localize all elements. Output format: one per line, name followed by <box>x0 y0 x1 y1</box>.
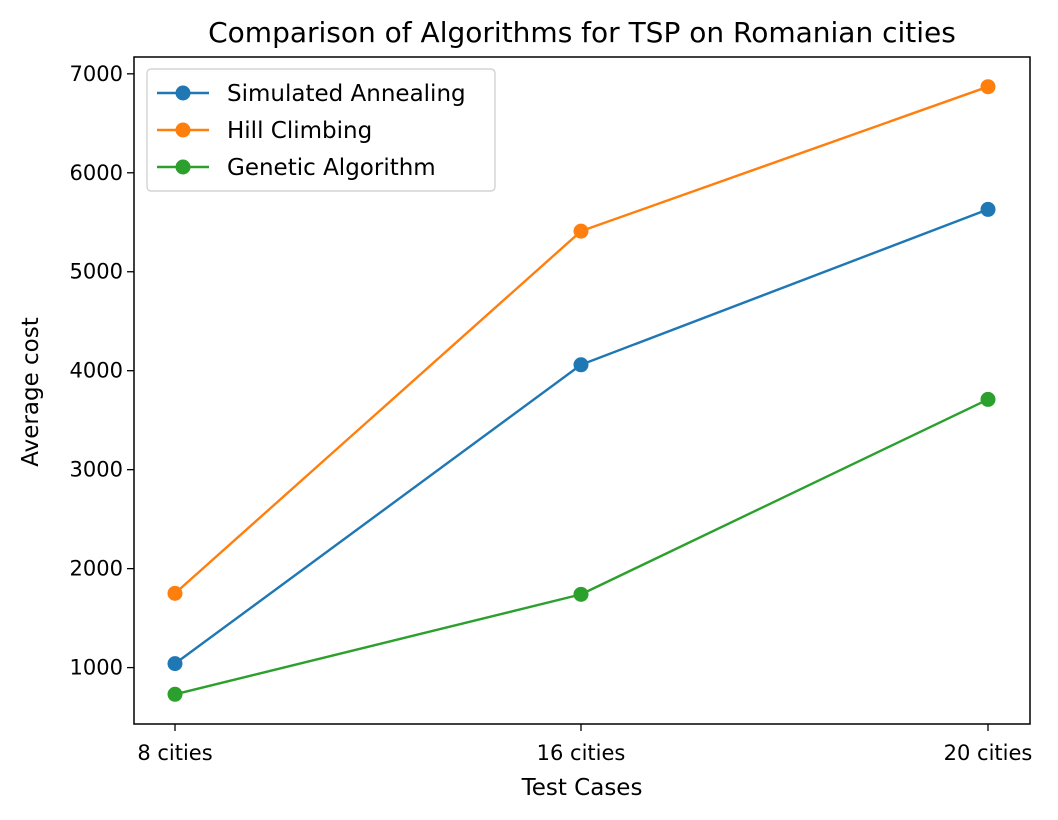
x-axis: 8 cities 16 cities 20 cities <box>137 724 1032 765</box>
data-point-hill-climbing <box>980 79 996 95</box>
legend-label-simulated-annealing: Simulated Annealing <box>227 81 466 107</box>
y-tick-label: 4000 <box>70 359 123 383</box>
legend-label-hill-climbing: Hill Climbing <box>227 118 372 144</box>
plot-frame <box>133 56 1031 725</box>
series-layer <box>167 79 996 702</box>
plot-area <box>133 56 1031 725</box>
legend-marker-genetic-algorithm <box>175 159 191 175</box>
data-point-simulated-annealing <box>167 656 183 672</box>
x-tick-label: 8 cities <box>137 741 212 765</box>
legend-label-genetic-algorithm: Genetic Algorithm <box>227 155 436 181</box>
data-point-genetic-algorithm <box>573 586 589 602</box>
y-axis-label: Average cost <box>18 317 44 466</box>
data-point-hill-climbing <box>573 223 589 239</box>
y-tick-label: 3000 <box>70 458 123 482</box>
data-point-genetic-algorithm <box>167 686 183 702</box>
y-tick-label: 7000 <box>70 62 123 86</box>
data-point-hill-climbing <box>167 585 183 601</box>
y-tick-label: 2000 <box>70 557 123 581</box>
x-tick-label: 20 cities <box>944 741 1033 765</box>
data-point-simulated-annealing <box>573 357 589 373</box>
legend-entries: Simulated Annealing Hill Climbing Genetic … <box>157 81 466 181</box>
y-tick-label: 1000 <box>70 656 123 680</box>
data-point-simulated-annealing <box>980 201 996 217</box>
x-axis-label: Test Cases <box>521 775 643 801</box>
y-tick-label: 5000 <box>70 260 123 284</box>
legend-marker-simulated-annealing <box>175 85 191 101</box>
chart-title: Comparison of Algorithms for TSP on Roma… <box>208 16 956 49</box>
legend-box <box>146 68 496 192</box>
y-tick-label: 6000 <box>70 161 123 185</box>
data-point-genetic-algorithm <box>980 391 996 407</box>
legend: Simulated Annealing Hill Climbing Genetic … <box>146 68 496 192</box>
y-axis: 1000 2000 3000 4000 5000 6000 7000 <box>70 62 134 680</box>
x-tick-label: 16 cities <box>537 741 626 765</box>
legend-marker-hill-climbing <box>175 122 191 138</box>
